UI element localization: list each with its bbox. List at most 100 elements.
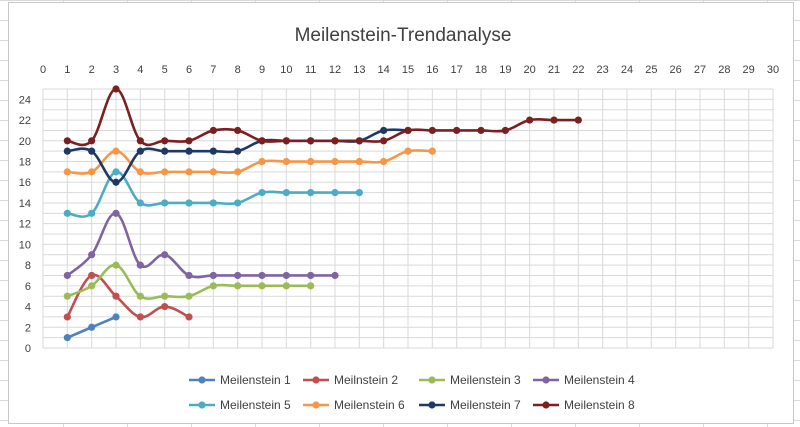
data-point (63, 313, 71, 321)
data-point (112, 85, 120, 93)
legend-item[interactable]: Meilenstein 7 (419, 398, 521, 412)
data-point (404, 126, 412, 135)
data-point (331, 189, 339, 197)
data-point (477, 126, 485, 135)
chart-area[interactable]: Meilenstein-Trendanalyse 0 1 2 3 4 5 6 7 8 9 10 11 1… (8, 2, 794, 424)
legend-label: Meilenstein 7 (450, 398, 521, 412)
legend-item[interactable]: Meilenstein 6 (303, 398, 405, 412)
data-point (136, 168, 144, 176)
x-tick-label: 28 (718, 64, 730, 76)
y-tick-label: 8 (25, 260, 31, 272)
data-point (355, 137, 363, 145)
legend-marker (198, 376, 206, 384)
data-point (574, 116, 582, 124)
legend-item[interactable]: Meilenstein 3 (419, 373, 521, 387)
legend-label: Meilenstein 4 (564, 373, 635, 387)
legend-marker (428, 401, 436, 409)
data-point (63, 147, 71, 155)
data-point (161, 302, 169, 311)
y-tick-label: 6 (25, 281, 31, 293)
data-point (234, 271, 242, 280)
y-tick-label: 14 (19, 198, 31, 210)
chart-title: Meilenstein-Trendanalyse (295, 25, 512, 46)
x-tick-label: 7 (210, 64, 216, 76)
series-3 (63, 261, 315, 300)
data-point (307, 157, 315, 166)
legend-marker (312, 376, 320, 384)
data-point (112, 313, 120, 321)
data-point (258, 271, 266, 280)
legend-item[interactable]: Meilenstein 4 (533, 373, 635, 387)
data-point (185, 147, 193, 155)
data-point (63, 137, 71, 145)
legend-marker (428, 376, 436, 384)
legend-item[interactable]: Meilenstein 1 (189, 373, 291, 387)
y-tick-label: 22 (19, 115, 31, 127)
data-point (136, 292, 144, 300)
data-point (161, 168, 169, 176)
legend-label: Meilenstein 1 (220, 373, 291, 387)
series-1 (63, 313, 120, 342)
x-tick-label: 25 (645, 64, 657, 76)
data-point (380, 157, 388, 166)
legend-label: Meilnstein 2 (334, 373, 398, 387)
y-tick-label: 18 (19, 157, 31, 169)
y-tick-label: 10 (19, 239, 31, 251)
data-point (428, 147, 436, 155)
x-tick-label: 17 (451, 64, 463, 76)
legend-marker (198, 401, 206, 409)
y-tick-label: 16 (19, 177, 31, 189)
series-8 (63, 85, 582, 147)
data-point (380, 137, 388, 145)
data-point (63, 292, 71, 300)
data-point (526, 116, 534, 124)
data-point (234, 282, 242, 290)
x-axis-tick-labels: 0 1 2 3 4 5 6 7 8 9 10 11 12 13 14 15 16 17 18 19 20 21 22 23 24… (40, 64, 779, 76)
x-tick-label: 15 (402, 64, 414, 76)
data-point (136, 137, 144, 145)
data-point (185, 292, 193, 300)
legend-item[interactable]: Meilenstein 8 (533, 398, 635, 412)
legend-item[interactable]: Meilenstein 5 (189, 398, 291, 412)
data-point (112, 261, 120, 269)
legend-marker (542, 376, 550, 384)
legend[interactable]: Meilenstein 1 Meilnstein 2 Meilenstein 3 Me… (189, 373, 635, 412)
x-tick-label: 19 (499, 64, 511, 76)
x-tick-label: 5 (162, 64, 168, 76)
legend-label: Meilenstein 5 (220, 398, 291, 412)
x-tick-label: 18 (475, 64, 487, 76)
data-point (136, 199, 144, 207)
x-tick-label: 24 (621, 64, 633, 76)
data-point (63, 168, 71, 176)
x-tick-label: 0 (40, 64, 46, 76)
data-point (88, 323, 96, 331)
x-tick-label: 14 (378, 64, 390, 76)
data-point (209, 282, 217, 290)
data-point (307, 137, 315, 145)
data-point (112, 209, 120, 217)
data-point (355, 157, 363, 166)
series-line (66, 149, 434, 175)
data-point (258, 189, 266, 197)
data-point (112, 147, 120, 155)
data-point (161, 251, 169, 259)
data-point (88, 147, 96, 155)
data-point (136, 313, 144, 321)
data-point (88, 282, 96, 290)
data-point (112, 178, 120, 186)
y-tick-label: 0 (25, 343, 31, 355)
data-point (112, 168, 120, 176)
data-point (161, 292, 169, 300)
legend-label: Meilenstein 3 (450, 373, 521, 387)
data-point (136, 261, 144, 269)
data-point (307, 271, 315, 280)
legend-item[interactable]: Meilnstein 2 (303, 373, 398, 387)
y-tick-label: 20 (19, 136, 31, 148)
data-point (209, 271, 217, 280)
data-point (307, 189, 315, 197)
y-tick-label: 4 (25, 302, 31, 314)
data-point (258, 282, 266, 290)
data-point (282, 157, 290, 166)
data-point (185, 168, 193, 176)
